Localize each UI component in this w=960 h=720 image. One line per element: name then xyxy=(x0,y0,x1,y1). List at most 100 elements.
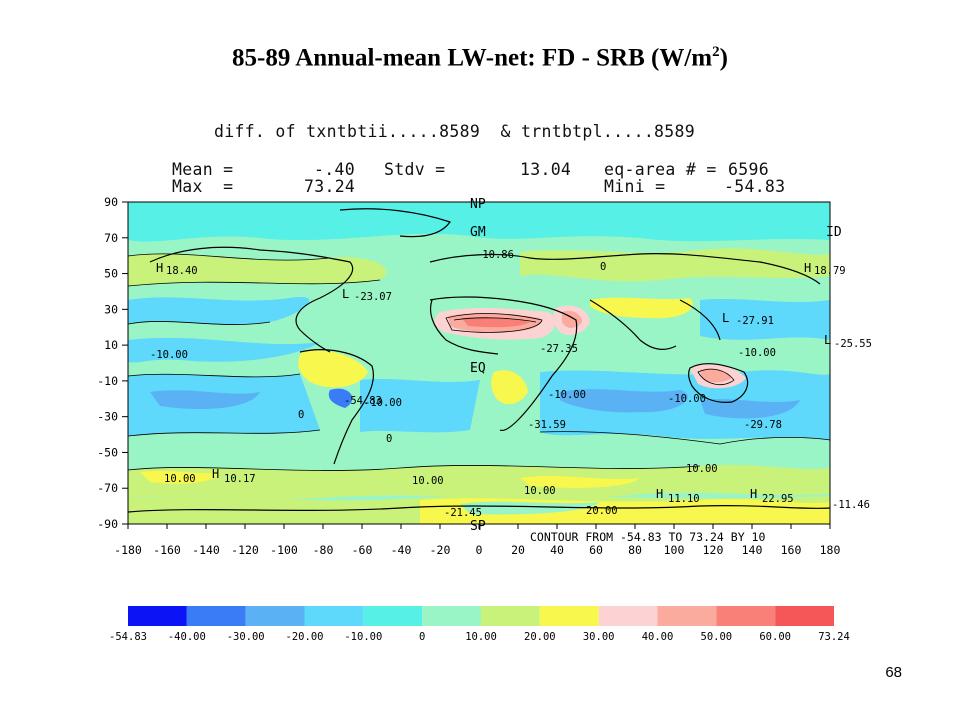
annotation-id: ID xyxy=(826,225,842,240)
high-value: 18.79 xyxy=(814,265,846,277)
latitude-tick-label: -90 xyxy=(97,517,118,531)
map-annotations: NP GM ID EQ SP H 18.40 L -23.07 L -27.91… xyxy=(150,197,872,534)
max-label: Max = xyxy=(172,177,234,196)
legend-swatch xyxy=(422,606,481,626)
legend-label: -10.00 xyxy=(344,631,382,643)
low-marker: L xyxy=(824,333,831,347)
longitude-tick-label: 120 xyxy=(703,543,724,557)
legend-label: -30.00 xyxy=(227,631,265,643)
mean-value: -.40 xyxy=(314,160,355,179)
legend-label: 50.00 xyxy=(701,631,733,643)
legend-swatch xyxy=(481,606,540,626)
legend-label: 60.00 xyxy=(759,631,791,643)
plot-description: diff. of txntbtii.....8589 & trntbtpl...… xyxy=(214,122,695,141)
page-number: 68 xyxy=(885,664,902,681)
high-marker: H xyxy=(656,487,663,501)
low-value: -21.45 xyxy=(444,507,482,519)
latitude-tick-label: 10 xyxy=(104,338,118,352)
longitude-tick-label: 40 xyxy=(550,543,564,557)
low-value: -27.35 xyxy=(540,343,578,355)
longitude-tick-label: -180 xyxy=(114,543,142,557)
longitude-tick-label: -60 xyxy=(352,543,373,557)
legend-label: 40.00 xyxy=(642,631,674,643)
longitude-tick-label: -80 xyxy=(313,543,334,557)
low-marker: L xyxy=(722,311,729,325)
longitude-tick-label: 80 xyxy=(628,543,642,557)
legend-label: -20.00 xyxy=(286,631,324,643)
low-value: -31.59 xyxy=(528,419,566,431)
legend-swatch xyxy=(304,606,364,626)
legend-label: -40.00 xyxy=(168,631,206,643)
legend-label: 30.00 xyxy=(583,631,615,643)
annotation-eq: EQ xyxy=(470,361,486,376)
longitude-tick-label: 0 xyxy=(476,543,483,557)
latitude-tick-label: -50 xyxy=(97,445,118,459)
longitude-tick-label: -160 xyxy=(153,543,181,557)
longitude-tick-label: 160 xyxy=(781,543,802,557)
annotation-gm: GM xyxy=(470,225,486,240)
low-value: -54.83 xyxy=(344,395,382,407)
eqarea-value: 6596 xyxy=(728,160,769,179)
latitude-tick-label: -70 xyxy=(97,481,118,495)
mean-label: Mean = xyxy=(172,160,234,179)
longitude-tick-label: -100 xyxy=(270,543,298,557)
contour-label: 10.00 xyxy=(164,473,196,485)
contour-label: -10.00 xyxy=(364,397,402,409)
annotation-sp: SP xyxy=(470,519,486,534)
min-value: -54.83 xyxy=(724,177,786,196)
longitude-tick-label: 140 xyxy=(742,543,763,557)
low-value: -10.86 xyxy=(476,249,514,261)
contour-range-note: CONTOUR FROM -54.83 TO 73.24 BY 10 xyxy=(530,530,765,544)
legend-swatch xyxy=(186,606,246,626)
coastlines xyxy=(128,208,830,513)
contour-lines xyxy=(128,253,830,471)
longitude-tick-label: 60 xyxy=(589,543,603,557)
longitude-tick-label: 100 xyxy=(664,543,685,557)
legend-swatch xyxy=(598,606,658,626)
contour-label: -10.00 xyxy=(548,389,586,401)
legend-label: 10.00 xyxy=(465,631,497,643)
contour-label: 10.00 xyxy=(686,463,718,475)
longitude-tick-label: -20 xyxy=(430,543,451,557)
high-marker: H xyxy=(804,261,811,275)
contour-label: -10.00 xyxy=(668,393,706,405)
contour-label: 20.00 xyxy=(586,505,618,517)
contour-label: -10.00 xyxy=(150,349,188,361)
legend-label: 20.00 xyxy=(524,631,556,643)
eqarea-label: eq-area # = xyxy=(604,160,717,179)
latitude-axis: 90 70 50 30 10 -10 -30 -50 -70 -90 xyxy=(97,195,128,531)
legend-label: -54.83 xyxy=(109,631,147,643)
low-value: -11.46 xyxy=(832,499,870,511)
longitude-axis: -180 -160 -140 -120 -100 -80 -60 -40 -20 0 20 40 60 8… xyxy=(114,524,840,557)
longitude-tick-label: -120 xyxy=(231,543,259,557)
latitude-tick-label: -30 xyxy=(97,410,118,424)
high-value: 11.10 xyxy=(668,493,700,505)
longitude-tick-label: 180 xyxy=(820,543,841,557)
contour-label: -10.00 xyxy=(738,347,776,359)
contour-label: 0 xyxy=(298,409,304,421)
high-value: 18.40 xyxy=(166,265,198,277)
slide-title: 85-89 Annual-mean LW-net: FD - SRB (W/m2… xyxy=(232,44,728,72)
contour-label: 0 xyxy=(386,433,392,445)
contour-label: 0 xyxy=(600,261,606,273)
latitude-tick-label: 50 xyxy=(104,267,118,281)
stdv-value: 13.04 xyxy=(520,160,572,179)
high-value: 10.17 xyxy=(224,473,256,485)
latitude-tick-label: 30 xyxy=(104,302,118,316)
legend-swatch xyxy=(716,606,776,626)
latitude-tick-label: 70 xyxy=(104,231,118,245)
latitude-tick-label: 90 xyxy=(104,195,118,209)
legend-swatch xyxy=(539,606,599,626)
max-value: 73.24 xyxy=(304,177,356,196)
longitude-tick-label: 20 xyxy=(511,543,525,557)
legend-swatch xyxy=(363,606,423,626)
high-marker: H xyxy=(212,467,219,481)
legend-label: 0 xyxy=(419,631,425,643)
annotation-np: NP xyxy=(470,197,486,212)
contour-label: 10.00 xyxy=(524,485,556,497)
low-value: -23.07 xyxy=(354,291,392,303)
contour-label: 10.00 xyxy=(412,475,444,487)
legend-swatch xyxy=(128,606,187,626)
high-value: 22.95 xyxy=(762,493,794,505)
